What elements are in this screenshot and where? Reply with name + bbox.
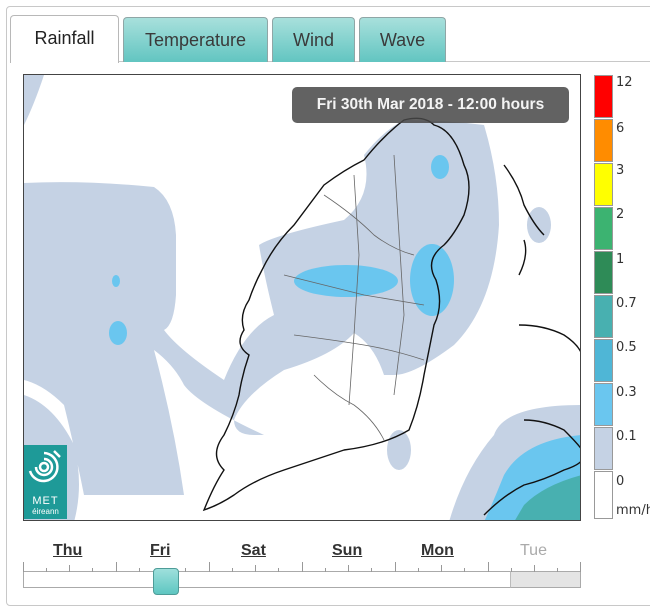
- legend-swatch-0-3: [594, 383, 613, 426]
- legend-swatch-2: [594, 207, 613, 250]
- legend-label-0: 0: [616, 474, 625, 489]
- tick-minor: [464, 568, 465, 572]
- tab-temperature[interactable]: Temperature: [123, 17, 268, 62]
- legend-swatch-12: [594, 75, 613, 118]
- legend-label-0-1: 0.1: [616, 429, 637, 444]
- day-fri[interactable]: Fri: [150, 542, 171, 559]
- tick-major: [395, 562, 396, 572]
- tick-minor: [185, 568, 186, 572]
- tick-minor: [232, 568, 233, 572]
- day-thu[interactable]: Thu: [53, 542, 83, 559]
- tick-major: [580, 562, 581, 572]
- slider-handle[interactable]: [153, 568, 179, 595]
- day-sat[interactable]: Sat: [241, 542, 266, 559]
- tick-minor: [441, 565, 442, 572]
- tick-major: [209, 562, 210, 572]
- day-tue: Tue: [520, 542, 547, 559]
- tick-major: [488, 562, 489, 572]
- tick-minor: [325, 568, 326, 572]
- logo-met-text: MET: [32, 495, 59, 507]
- rainfall-map[interactable]: [23, 74, 581, 521]
- day-sun[interactable]: Sun: [332, 542, 363, 559]
- legend-label-1: 1: [616, 252, 625, 267]
- tick-minor: [418, 568, 419, 572]
- slider-track-unavailable: [510, 571, 581, 588]
- tick-minor: [139, 568, 140, 572]
- tick-minor: [69, 565, 70, 572]
- tick-major: [116, 562, 117, 572]
- legend-label-6: 6: [616, 121, 625, 136]
- legend-label-2: 2: [616, 207, 625, 222]
- tick-minor: [348, 565, 349, 572]
- tick-minor: [255, 565, 256, 572]
- legend-label-0-7: 0.7: [616, 296, 637, 311]
- tab-wind[interactable]: Wind: [272, 17, 355, 62]
- timeline-slider: Thu Fri Sat Sun Mon Tue: [20, 540, 590, 600]
- tick-minor: [371, 568, 372, 572]
- tick-minor: [511, 568, 512, 572]
- tick-minor: [557, 568, 558, 572]
- tick-major: [302, 562, 303, 572]
- legend-swatch-0-5: [594, 339, 613, 382]
- legend-unit: mm/h: [616, 503, 650, 518]
- legend-swatch-0: [594, 471, 613, 519]
- legend-label-0-5: 0.5: [616, 340, 637, 355]
- legend-label-12: 12: [616, 75, 633, 90]
- tick-major: [23, 562, 24, 572]
- tick-minor: [92, 568, 93, 572]
- tick-minor: [278, 568, 279, 572]
- legend-swatch-1: [594, 251, 613, 294]
- legend-swatch-6: [594, 119, 613, 162]
- legend-swatch-0-1: [594, 427, 613, 470]
- legend-label-0-3: 0.3: [616, 385, 637, 400]
- met-eireann-logo: MET éireann: [24, 445, 67, 519]
- legend-label-3: 3: [616, 163, 625, 178]
- legend-swatch-0-7: [594, 295, 613, 338]
- tab-wave[interactable]: Wave: [359, 17, 446, 62]
- tick-minor: [46, 568, 47, 572]
- swirl-icon: [28, 450, 61, 483]
- slider-track[interactable]: [23, 571, 581, 588]
- tab-rainfall[interactable]: Rainfall: [10, 15, 119, 63]
- tick-minor: [534, 565, 535, 572]
- day-mon[interactable]: Mon: [421, 542, 454, 559]
- tab-bar: Rainfall Temperature Wind Wave: [10, 14, 650, 63]
- map-graphic: [24, 75, 580, 520]
- legend-swatch-3: [594, 163, 613, 206]
- logo-eireann-text: éireann: [32, 507, 59, 516]
- datetime-badge: Fri 30th Mar 2018 - 12:00 hours: [292, 87, 569, 123]
